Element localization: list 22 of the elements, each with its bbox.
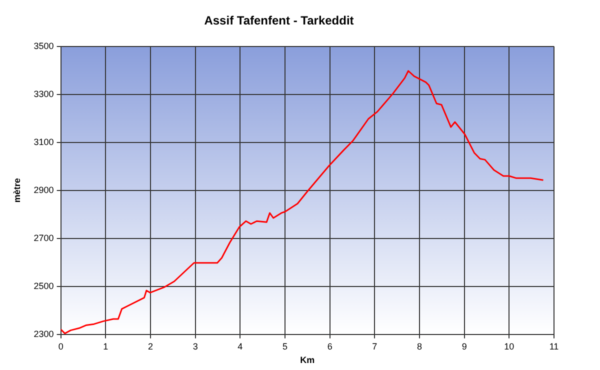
x-tick-label: 8 [416, 341, 422, 352]
x-tick-label: 6 [327, 341, 332, 352]
x-tick-label: 7 [372, 341, 378, 352]
x-tick-label: 10 [504, 341, 514, 352]
x-tick-label: 9 [462, 341, 467, 352]
y-tick-label: 3300 [34, 88, 54, 99]
y-tick-label: 2700 [34, 232, 54, 243]
y-tick-label: 2900 [34, 184, 54, 195]
x-tick-label: 5 [282, 341, 288, 352]
y-tick-label: 2500 [34, 280, 54, 291]
x-tick-label: 11 [549, 341, 559, 352]
x-axis-title: Km [300, 355, 315, 366]
y-tick-label: 3100 [34, 136, 54, 147]
x-tick-label: 3 [192, 341, 198, 352]
x-tick-label: 4 [238, 341, 243, 352]
y-axis-title: mètre [12, 178, 22, 203]
y-tick-label: 2300 [34, 328, 54, 339]
chart-title: Assif Tafenfent - Tarkeddit [204, 14, 354, 28]
x-tick-label: 1 [103, 341, 108, 352]
x-tick-label: 2 [148, 341, 153, 352]
x-tick-label: 0 [58, 341, 64, 352]
y-tick-label: 3500 [34, 40, 54, 51]
